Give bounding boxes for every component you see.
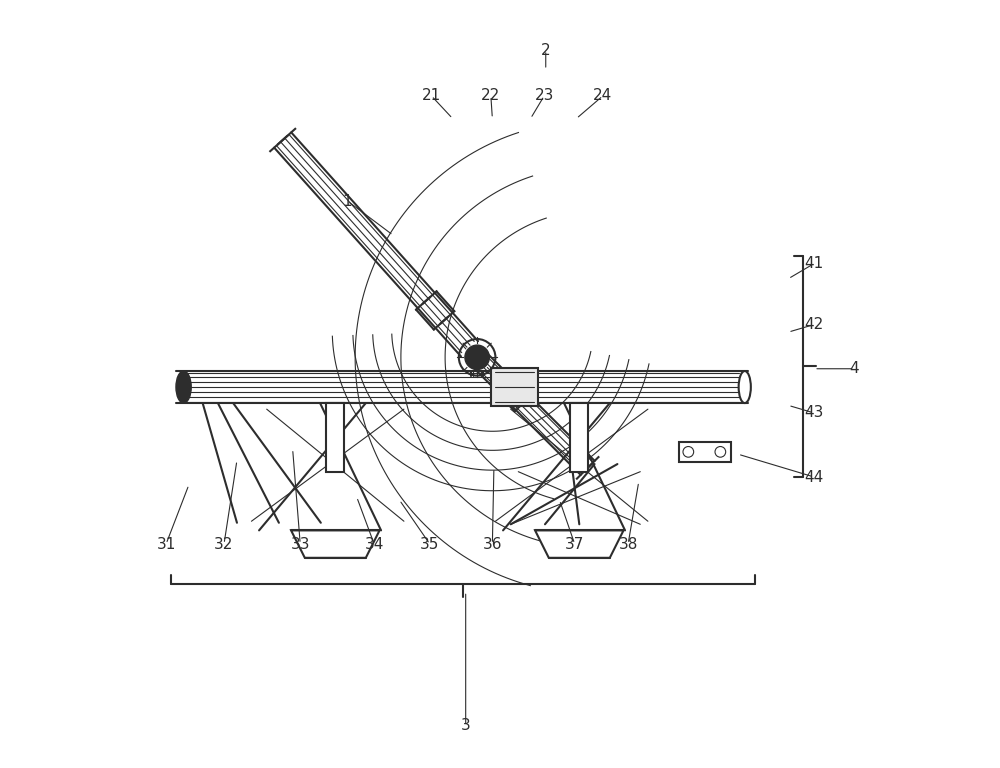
Text: 4: 4 — [850, 361, 859, 376]
Circle shape — [715, 446, 726, 457]
Bar — [491, 368, 538, 406]
Text: 21: 21 — [422, 88, 441, 104]
Bar — [570, 403, 588, 472]
Text: 38: 38 — [618, 537, 638, 551]
Text: 1: 1 — [343, 194, 352, 209]
Polygon shape — [291, 531, 380, 558]
Text: 33: 33 — [290, 537, 310, 551]
Text: 37: 37 — [565, 537, 584, 551]
Text: 34: 34 — [365, 537, 384, 551]
Text: 36: 36 — [483, 537, 502, 551]
Text: 32: 32 — [214, 537, 234, 551]
Ellipse shape — [176, 371, 191, 403]
Circle shape — [683, 446, 694, 457]
Text: 23: 23 — [535, 88, 554, 104]
Text: 43: 43 — [804, 406, 824, 420]
Text: 31: 31 — [156, 537, 176, 551]
Text: 35: 35 — [420, 537, 440, 551]
Bar — [326, 403, 344, 472]
Text: 42: 42 — [805, 317, 824, 332]
Ellipse shape — [739, 371, 751, 403]
Text: 3: 3 — [461, 718, 471, 733]
Text: 41: 41 — [805, 256, 824, 271]
Text: 2: 2 — [541, 42, 551, 58]
Bar — [679, 442, 731, 462]
Text: 44: 44 — [805, 469, 824, 485]
Circle shape — [465, 345, 489, 369]
Text: 22: 22 — [481, 88, 500, 104]
Polygon shape — [535, 531, 624, 558]
Text: 24: 24 — [593, 88, 613, 104]
